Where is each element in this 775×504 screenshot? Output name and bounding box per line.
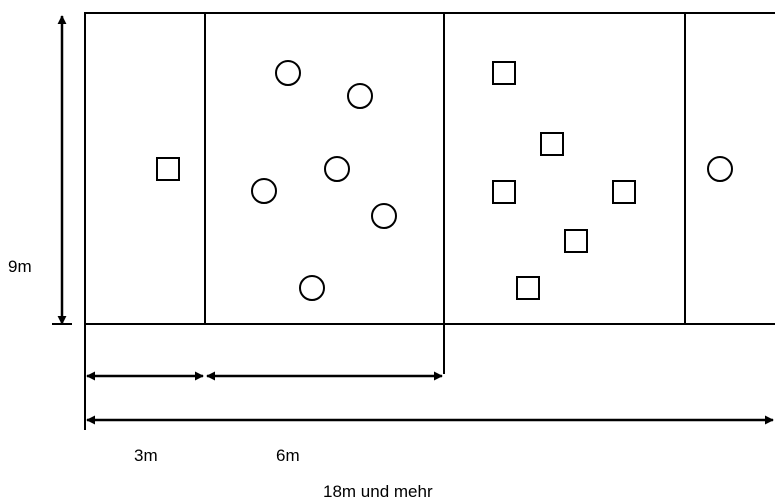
- height-label: 9m: [8, 257, 32, 276]
- square-marker: [564, 229, 588, 253]
- square-marker: [516, 276, 540, 300]
- circle-marker: [347, 83, 373, 109]
- total-width-label: 18m und mehr: [323, 482, 433, 501]
- square-marker: [492, 61, 516, 85]
- field-outline: [84, 12, 775, 325]
- circle-marker: [371, 203, 397, 229]
- width-3m-label: 3m: [134, 446, 158, 465]
- square-marker: [612, 180, 636, 204]
- circle-marker: [251, 178, 277, 204]
- width-6m-label: 6m: [276, 446, 300, 465]
- square-marker: [492, 180, 516, 204]
- circle-marker: [324, 156, 350, 182]
- circle-marker: [275, 60, 301, 86]
- square-marker: [540, 132, 564, 156]
- circle-marker: [707, 156, 733, 182]
- circle-marker: [299, 275, 325, 301]
- square-marker: [156, 157, 180, 181]
